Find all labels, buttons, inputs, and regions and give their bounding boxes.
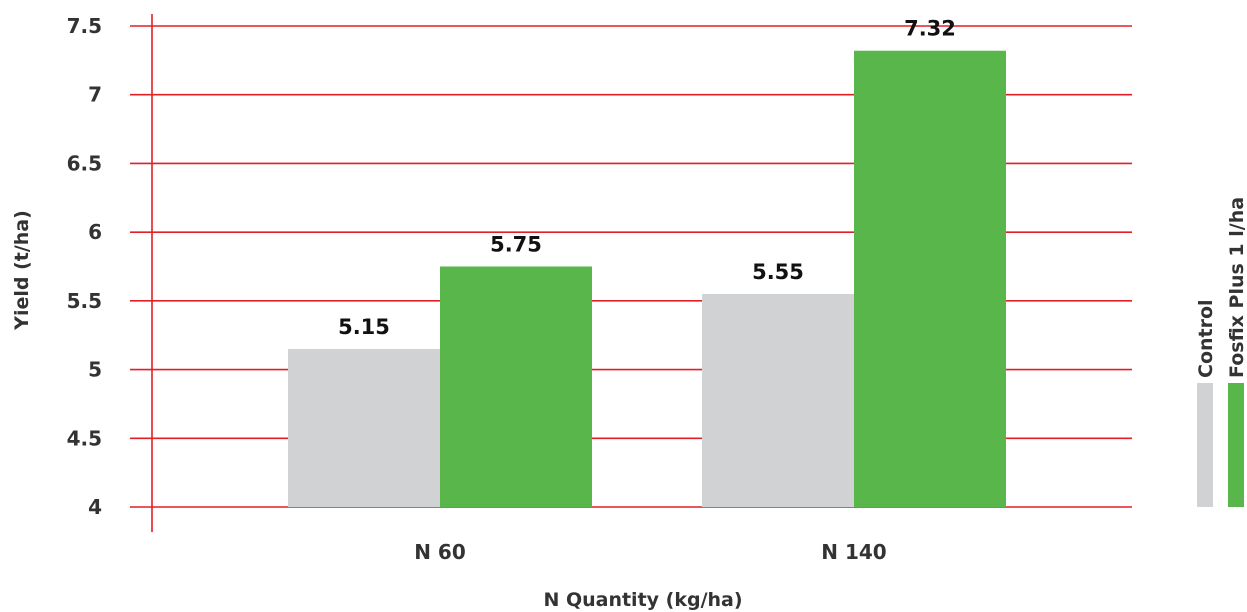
y-tick-label: 4.5 (67, 426, 102, 450)
y-tick-label: 4 (88, 495, 102, 519)
x-tick-label: N 60 (414, 540, 466, 564)
y-tick-label: 6.5 (67, 151, 102, 175)
bar-control-1 (702, 293, 854, 507)
data-label: 7.32 (904, 17, 956, 41)
y-tick-label: 7.5 (67, 14, 102, 38)
bar-fosfix-1 (854, 50, 1006, 507)
bar-fosfix-0 (440, 266, 592, 507)
bar-control-0 (288, 348, 440, 507)
data-labels: 5.15 5.75 5.55 7.32 (338, 17, 956, 339)
y-tick-labels: 4 4.5 5 5.5 6 6.5 7 7.5 (67, 14, 102, 519)
legend-swatch-control (1197, 383, 1213, 507)
y-tick-label: 7 (88, 83, 102, 107)
data-label: 5.55 (752, 260, 804, 284)
x-axis-title: N Quantity (kg/ha) (543, 589, 742, 611)
legend-swatch-fosfix (1228, 383, 1244, 507)
x-tick-labels: N 60 N 140 (414, 540, 887, 564)
bars (288, 50, 1006, 507)
data-label: 5.75 (490, 233, 542, 257)
y-tick-label: 5 (88, 358, 102, 382)
legend-label-fosfix: Fosfix Plus 1 l/ha (1226, 197, 1247, 378)
data-label: 5.15 (338, 315, 390, 339)
y-tick-label: 5.5 (67, 289, 102, 313)
legend: Control Fosfix Plus 1 l/ha (1195, 197, 1247, 507)
x-tick-label: N 140 (821, 540, 886, 564)
y-axis-title: Yield (t/ha) (11, 210, 33, 331)
legend-label-control: Control (1195, 299, 1217, 378)
y-tick-label: 6 (88, 220, 102, 244)
